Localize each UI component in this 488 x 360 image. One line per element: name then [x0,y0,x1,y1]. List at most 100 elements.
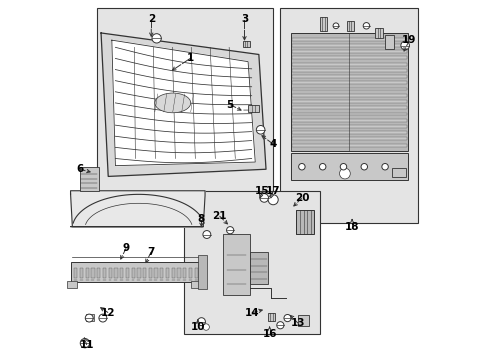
Text: 10: 10 [190,322,204,332]
Circle shape [276,321,284,329]
Bar [183,268,186,278]
Bar [102,268,106,278]
Bar [385,35,393,49]
Bar [97,268,100,278]
Bar [249,252,267,284]
Bar [137,268,140,278]
Bar [298,315,308,326]
Text: 8: 8 [198,215,204,224]
Circle shape [152,34,161,43]
Bar [223,234,249,295]
Bar [291,81,406,84]
Text: 4: 4 [269,139,276,149]
Bar [190,281,201,288]
Circle shape [267,195,278,205]
Bar [67,281,77,288]
Circle shape [363,23,369,29]
Circle shape [319,163,325,170]
Bar [291,106,406,109]
Text: 5: 5 [226,100,233,110]
Circle shape [226,226,233,234]
Circle shape [80,338,89,348]
Circle shape [332,23,338,29]
Bar [131,268,135,278]
Bar [108,268,112,278]
Text: 16: 16 [262,329,276,339]
FancyBboxPatch shape [97,8,273,212]
Text: 9: 9 [122,243,129,253]
Bar [247,105,258,112]
Bar [291,75,406,78]
Bar [375,28,382,39]
Circle shape [260,194,268,202]
Bar [188,268,192,278]
Bar [242,41,249,47]
Text: 6: 6 [76,164,83,174]
Bar [291,100,406,103]
Bar [291,69,406,72]
Circle shape [203,324,209,330]
Bar [154,268,158,278]
Text: 21: 21 [212,211,226,221]
FancyBboxPatch shape [280,8,418,223]
Circle shape [381,163,387,170]
Bar [291,57,406,59]
Bar [346,21,353,31]
Text: 7: 7 [147,247,155,257]
Circle shape [339,168,349,179]
Bar [291,144,406,147]
Bar [171,268,175,278]
Circle shape [99,314,106,322]
Bar [291,50,406,53]
Text: 15: 15 [255,186,269,196]
Polygon shape [70,191,204,226]
Text: 17: 17 [265,186,280,196]
Bar [319,17,326,31]
Bar [177,268,180,278]
Bar [80,268,83,278]
Text: 12: 12 [101,308,115,318]
Bar [114,268,117,278]
Text: 11: 11 [79,340,94,350]
Bar [290,153,407,180]
Circle shape [340,163,346,170]
Text: 18: 18 [344,222,359,231]
Bar [291,113,406,115]
Bar [198,255,206,289]
Circle shape [400,41,408,50]
Bar [391,168,405,177]
Polygon shape [101,33,265,176]
Text: 3: 3 [241,14,247,24]
Polygon shape [112,40,255,166]
Text: 13: 13 [290,319,305,328]
Bar [74,268,77,278]
Circle shape [197,318,205,325]
Bar [70,262,204,282]
Ellipse shape [155,93,190,113]
Circle shape [298,163,305,170]
Bar [91,268,94,278]
Bar [291,38,406,41]
Bar [291,87,406,90]
Text: 20: 20 [294,193,308,203]
Bar [165,268,169,278]
Bar [267,314,274,320]
Bar [290,33,407,151]
Bar [291,63,406,66]
Bar [125,268,129,278]
Bar [291,125,406,128]
Circle shape [85,314,93,322]
Bar [291,44,406,47]
Bar [160,268,163,278]
Bar [80,167,99,191]
Bar [291,94,406,97]
Circle shape [203,230,210,238]
Text: 2: 2 [147,14,155,24]
Text: 14: 14 [244,308,259,318]
Circle shape [360,163,367,170]
Bar [148,268,152,278]
Bar [120,268,123,278]
Bar [291,138,406,140]
Text: 19: 19 [402,35,416,45]
Bar [194,268,198,278]
